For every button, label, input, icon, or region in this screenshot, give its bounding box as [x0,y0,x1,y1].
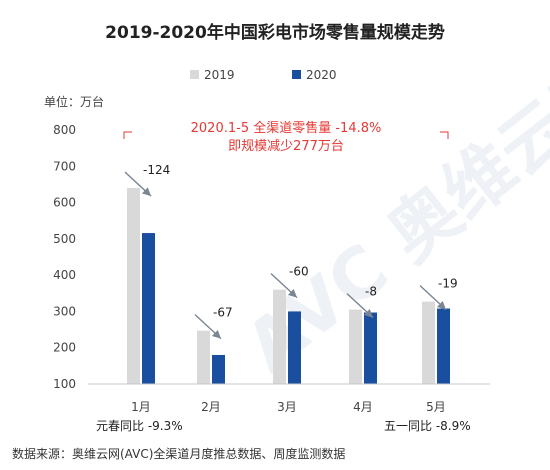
y-tick-label: 400 [53,268,76,282]
x-category-label: 4月 [353,400,373,414]
bar-2020 [364,312,377,384]
change-label: -124 [143,163,170,177]
annotation-bracket [123,131,449,139]
chart-title: 2019-2020年中国彩电市场零售量规模走势 [105,22,445,43]
x-axis-categories: 1月 2月 3月 4月 5月 [131,400,446,414]
bar-2019 [127,188,140,384]
legend-label-2019: 2019 [204,68,235,82]
change-labels: -124 -67 -60 -8 -19 [124,163,458,340]
y-tick-label: 600 [53,196,76,210]
bar-2019 [197,330,210,384]
x-category-label: 3月 [277,400,297,414]
x-category-label: 2月 [201,400,221,414]
bars [127,188,450,384]
change-label: -8 [365,285,377,299]
change-label: -67 [213,306,233,320]
annotation-line-2: 即规模减少277万台 [228,139,344,154]
change-arrow [419,285,447,311]
y-tick-label: 100 [53,377,76,391]
bar-2019 [422,301,435,384]
unit-label: 单位：万台 [44,94,104,109]
change-label: -60 [289,265,309,279]
bar-2019 [349,309,362,384]
bar-2020 [212,354,225,384]
legend: 2019 2020 [190,68,337,82]
y-tick-label: 200 [53,341,76,355]
y-tick-label: 700 [53,159,76,173]
mayday-note: 五一同比 -8.9% [384,419,471,433]
spring-festival-note: 元春同比 -9.3% [96,419,183,433]
x-category-label: 1月 [131,400,151,414]
legend-swatch-2020 [292,70,301,79]
bar-2019 [273,289,286,384]
y-tick-label: 800 [53,123,76,137]
bar-2020 [437,308,450,384]
y-tick-label: 500 [53,232,76,246]
change-arrow [346,293,374,319]
change-arrow [270,273,298,299]
data-source: 数据来源：奥维云网(AVC)全渠道月度推总数据、周度监测数据 [12,446,345,461]
y-tick-label: 300 [53,304,76,318]
change-arrow [194,314,222,340]
y-axis-ticks: 100 200 300 400 500 600 700 800 [53,123,76,391]
change-label: -19 [438,277,458,291]
bar-2020 [142,233,155,384]
x-category-label: 5月 [426,400,446,414]
legend-label-2020: 2020 [306,68,337,82]
change-arrow [124,171,152,197]
annotation-line-1: 2020.1-5 全渠道零售量 -14.8% [191,120,382,136]
legend-swatch-2019 [190,70,199,79]
bar-2020 [288,311,301,384]
